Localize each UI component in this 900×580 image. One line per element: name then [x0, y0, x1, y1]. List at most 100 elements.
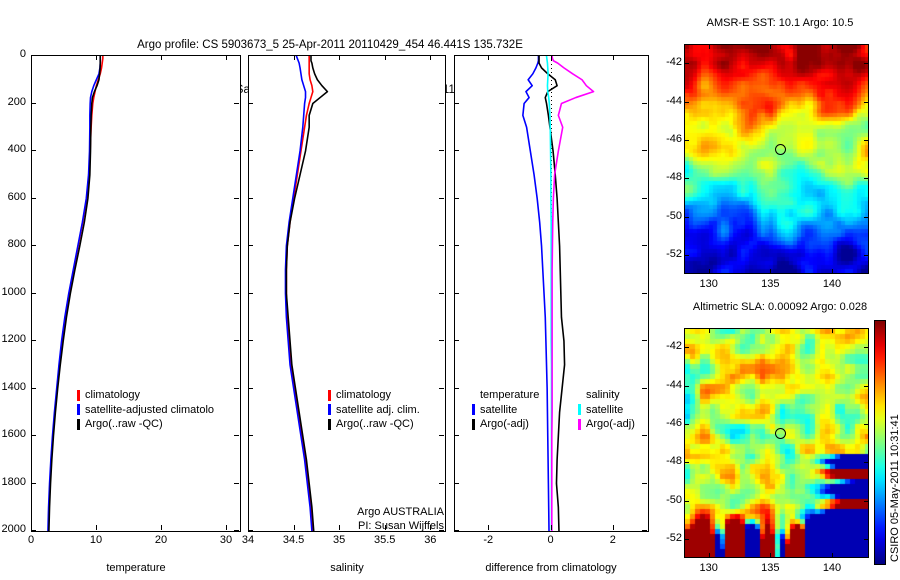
legend-entry: Argo(..raw -QC)	[328, 417, 420, 432]
map-y-tick	[864, 63, 869, 65]
y-tick	[439, 55, 444, 56]
difference-panel	[454, 55, 649, 532]
y-tick	[642, 55, 647, 56]
y-tick	[234, 387, 239, 389]
y-tick	[248, 340, 253, 341]
y-tick	[31, 102, 36, 104]
map-x-tick	[832, 328, 833, 333]
y-tick	[439, 387, 444, 389]
y-tick	[454, 245, 459, 246]
y-tick	[248, 197, 253, 199]
map-y-tick-label: -52	[666, 247, 682, 260]
map-x-tick	[708, 553, 710, 558]
y-tick	[248, 482, 253, 484]
y-tick-label: 1600	[1, 428, 26, 440]
y-tick	[439, 482, 444, 484]
map-x-tick-label: 130	[699, 562, 718, 574]
legend-label: satellite adj. clim.	[336, 403, 420, 416]
y-tick-label: 1200	[1, 333, 26, 345]
legend-group-header: temperature	[480, 389, 540, 401]
x-tick	[161, 55, 162, 60]
x-tick-label: 2	[609, 534, 616, 546]
legend-color-swatch	[77, 418, 80, 430]
legend-entry: satellite	[472, 403, 539, 418]
y-tick-label: 800	[7, 238, 26, 250]
y-tick	[439, 435, 444, 436]
y-tick	[454, 340, 459, 341]
legend-label: satellite	[586, 403, 624, 416]
salinity-axis-label: salinity	[330, 562, 364, 574]
y-tick	[454, 102, 459, 104]
argo-position-marker	[774, 427, 786, 439]
map-y-tick-label: -48	[666, 455, 682, 468]
y-tick	[642, 245, 647, 246]
y-tick	[248, 55, 253, 56]
colorbar	[874, 320, 886, 565]
figure-title-line-1: Argo profile: CS 5903673_5 25-Apr-2011 2…	[137, 39, 523, 51]
y-tick	[454, 55, 459, 56]
series-line-argo-raw-qc-	[285, 56, 329, 531]
legend-color-swatch	[328, 404, 331, 416]
legend-entry: satellite adj. clim.	[328, 403, 420, 418]
x-tick	[612, 525, 614, 530]
y-tick-label: 600	[7, 190, 26, 203]
x-tick-label: 0	[547, 534, 554, 546]
x-tick-label: 36	[424, 534, 437, 546]
y-tick	[31, 435, 36, 436]
y-tick	[31, 197, 36, 199]
x-tick-label: 35.5	[374, 534, 396, 546]
map-y-tick-label: -44	[666, 378, 682, 391]
salinity-panel	[248, 55, 446, 532]
x-tick	[248, 55, 249, 60]
series-line-climatology	[47, 56, 104, 531]
y-tick	[31, 245, 36, 246]
map-y-tick	[864, 462, 869, 464]
y-tick	[248, 435, 253, 436]
difference-legend-temperature: temperature satellite Argo(-adj)	[472, 388, 539, 432]
map-y-tick	[864, 216, 869, 218]
difference-legend-salinity: salinity satellite Argo(-adj)	[578, 388, 635, 432]
argo-credit: Argo AUSTRALIA PI: Susan Wijffels	[246, 505, 444, 533]
map-y-tick	[684, 347, 689, 349]
y-tick	[642, 530, 647, 531]
map-y-tick-label: -50	[666, 209, 682, 222]
argo-position-marker	[774, 143, 786, 155]
map-y-tick	[864, 385, 869, 387]
series-line-climatology	[285, 56, 314, 531]
y-tick	[234, 292, 239, 294]
map-y-tick-label: -50	[666, 493, 682, 506]
map-x-tick-label: 140	[822, 278, 842, 290]
legend-label: Argo(..raw -QC)	[336, 418, 414, 430]
map-y-tick	[684, 101, 689, 103]
map-x-tick	[770, 44, 772, 49]
series-line-temperature-argo-adj-	[538, 56, 566, 531]
x-tick	[384, 525, 386, 530]
y-tick	[234, 55, 239, 56]
x-tick	[488, 55, 490, 60]
map-y-tick-label: -42	[666, 56, 682, 69]
sla-map[interactable]	[684, 328, 869, 558]
legend-color-swatch	[77, 404, 80, 416]
map-x-tick-label: 130	[699, 278, 718, 290]
y-tick	[248, 387, 253, 389]
legend-color-swatch	[77, 389, 80, 401]
x-tick-label: 35	[333, 534, 346, 546]
y-tick	[31, 482, 36, 484]
y-tick-label: 1400	[1, 380, 26, 393]
map-x-tick	[708, 328, 710, 333]
x-tick	[226, 525, 227, 530]
legend-color-swatch	[578, 404, 581, 416]
y-tick	[642, 482, 647, 484]
map-y-tick-label: -46	[666, 416, 682, 429]
series-line-satellite-adjusted-climatology	[47, 56, 102, 531]
sst-map[interactable]	[684, 44, 869, 274]
x-tick-label: 10	[89, 534, 103, 546]
map-x-tick	[708, 44, 710, 49]
y-tick	[248, 245, 253, 246]
x-tick-label: -2	[483, 534, 494, 546]
sla-map-title: Altimetric SLA: 0.00092 Argo: 0.028	[692, 301, 868, 313]
legend-entry: climatology	[328, 388, 420, 403]
temperature-legend: climatology satellite-adjusted climatolo A…	[77, 388, 214, 432]
map-y-tick	[864, 254, 869, 256]
